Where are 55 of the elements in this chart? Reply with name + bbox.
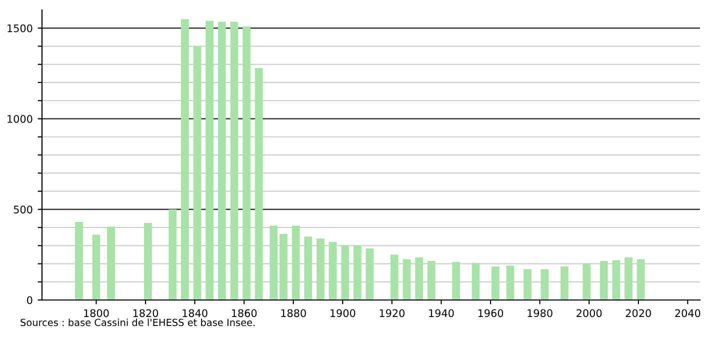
bar xyxy=(107,226,115,300)
x-tick-label: 2020 xyxy=(626,309,651,318)
bar xyxy=(452,262,460,300)
bar xyxy=(390,254,398,300)
bar xyxy=(92,234,100,300)
y-tick-label: 1000 xyxy=(8,114,32,123)
bar xyxy=(492,266,500,300)
bar xyxy=(75,222,83,300)
bar xyxy=(366,248,374,300)
bar xyxy=(280,234,288,300)
bar xyxy=(242,26,250,300)
bar xyxy=(328,242,337,300)
x-tick-label: 1980 xyxy=(528,309,552,318)
bar xyxy=(624,257,632,300)
x-tick-label: 1960 xyxy=(478,309,504,318)
x-tick-label: 1940 xyxy=(429,309,454,318)
x-tick-label: 2040 xyxy=(675,309,700,318)
bar xyxy=(168,209,177,300)
x-tick-label: 1880 xyxy=(281,309,306,318)
bar xyxy=(582,264,591,300)
x-tick-label: 1820 xyxy=(133,309,158,318)
source-note: Sources : base Cassini de l'EHESS et base Insee. xyxy=(20,318,255,326)
bar xyxy=(341,246,350,300)
y-tick-label: 0 xyxy=(27,296,32,304)
bar xyxy=(270,226,278,300)
x-tick-label: 1840 xyxy=(182,309,208,318)
x-tick-label: 1860 xyxy=(232,309,257,318)
bar xyxy=(427,261,436,300)
bar xyxy=(292,226,300,300)
x-tick-label: 1920 xyxy=(380,309,405,318)
bar xyxy=(506,266,514,300)
bar xyxy=(540,269,549,300)
bar xyxy=(524,269,532,300)
bar xyxy=(180,19,189,300)
bar xyxy=(560,266,568,300)
bar xyxy=(316,238,324,300)
bar xyxy=(304,236,312,300)
bar xyxy=(254,68,263,300)
bar xyxy=(636,259,645,300)
x-tick-label: 1800 xyxy=(84,309,109,318)
bar xyxy=(218,22,226,300)
bar xyxy=(193,46,202,300)
bar xyxy=(144,222,152,300)
bar xyxy=(612,260,620,300)
bar xyxy=(402,259,411,300)
y-tick-label: 500 xyxy=(14,206,32,214)
bar xyxy=(354,246,362,300)
bar xyxy=(415,257,423,300)
bar xyxy=(472,262,480,300)
bar xyxy=(600,261,608,300)
y-tick-label: 1500 xyxy=(8,24,32,32)
bar xyxy=(206,20,214,300)
x-tick-label: 1900 xyxy=(330,309,356,318)
bar xyxy=(230,22,238,300)
x-tick-label: 2000 xyxy=(576,309,602,318)
